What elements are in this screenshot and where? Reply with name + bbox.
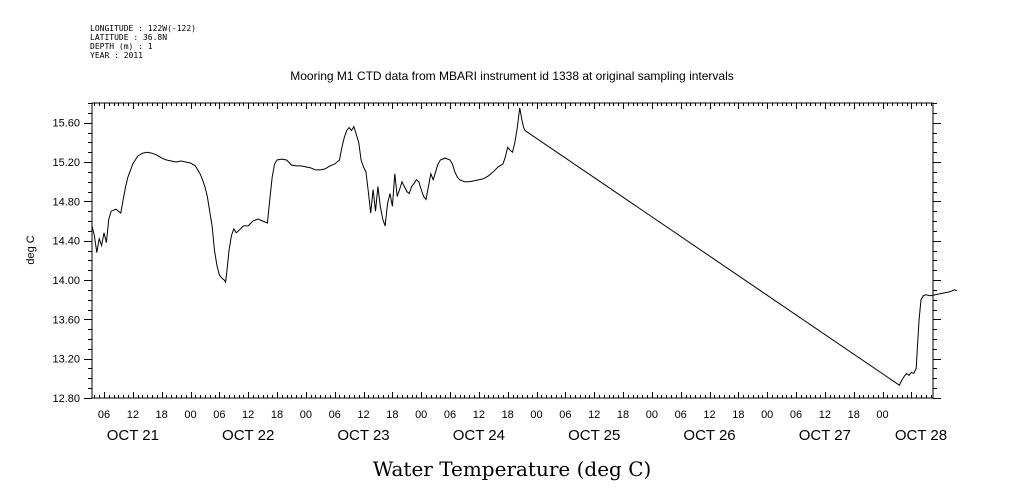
x-hour-tick-label: 18 [156,409,168,421]
plot-frame [91,102,934,399]
x-axis-day-labels: OCT 21 OCT 22 OCT 23 OCT 24 OCT 25 OCT 26 OCT … [107,427,947,444]
chart-title: Mooring M1 CTD data from MBARI instrumen… [290,69,734,83]
x-hour-tick-label: 00 [184,409,196,421]
y-tick-label: 15.20 [52,157,80,169]
x-axis-label: Water Temperature (deg C) [373,457,652,481]
y-tick-label: 13.20 [52,354,80,366]
x-hour-tick-label: 18 [732,409,744,421]
x-day-label: OCT 22 [222,427,274,444]
x-day-label: OCT 23 [337,427,389,444]
x-day-label: OCT 27 [799,427,851,444]
x-hour-tick-label: 00 [415,409,427,421]
x-day-label: OCT 28 [895,427,947,444]
x-hour-tick-label: 06 [213,409,225,421]
x-hour-tick-label: 12 [703,409,715,421]
y-tick-label: 13.60 [52,314,80,326]
x-hour-tick-label: 12 [127,409,139,421]
y-tick-label: 12.80 [52,393,80,405]
x-hour-tick-label: 06 [329,409,341,421]
x-hour-tick-label: 00 [300,409,312,421]
header-line: LONGITUDE : 122W(-122) [90,24,196,33]
y-axis-tick-labels: 12.80 13.20 13.60 14.00 14.40 14.80 15.20 15.60 [52,118,80,405]
x-hour-tick-label: 12 [473,409,485,421]
x-day-label: OCT 26 [683,427,735,444]
x-hour-tick-label: 18 [271,409,283,421]
x-hour-tick-label: 06 [444,409,456,421]
y-tick-label: 15.60 [52,118,80,130]
x-hour-tick-label: 06 [675,409,687,421]
x-hour-tick-label: 18 [502,409,514,421]
x-hour-tick-label: 06 [559,409,571,421]
x-day-label: OCT 21 [107,427,159,444]
axis-ticks [84,103,941,399]
header-line: DEPTH (m) : 1 [90,42,153,51]
header-line: YEAR : 2011 [90,51,143,60]
x-hour-tick-label: 12 [242,409,254,421]
x-hour-tick-label: 18 [386,409,398,421]
x-hour-tick-label: 06 [98,409,110,421]
series-line-water-temperature [91,107,958,386]
x-hour-tick-label: 12 [357,409,369,421]
x-hour-tick-label: 12 [819,409,831,421]
header-line: LATITUDE : 36.8N [90,33,167,42]
y-axis-label: deg C [25,235,37,264]
y-tick-label: 14.00 [52,275,80,287]
y-tick-label: 14.80 [52,196,80,208]
x-axis-hour-labels: 06 12 18 00 06 12 18 00 06 12 18 00 06 12 18 00 06 12 18 00… [98,409,889,421]
x-day-label: OCT 25 [568,427,620,444]
x-hour-tick-label: 00 [761,409,773,421]
x-hour-tick-label: 12 [588,409,600,421]
x-hour-tick-label: 00 [876,409,888,421]
x-hour-tick-label: 00 [646,409,658,421]
y-tick-label: 14.40 [52,236,80,248]
x-day-label: OCT 24 [453,427,505,444]
x-hour-tick-label: 18 [848,409,860,421]
header-block: LONGITUDE : 122W(-122) LATITUDE : 36.8N … [90,24,196,60]
x-hour-tick-label: 00 [530,409,542,421]
x-hour-tick-label: 18 [617,409,629,421]
x-hour-tick-label: 06 [790,409,802,421]
